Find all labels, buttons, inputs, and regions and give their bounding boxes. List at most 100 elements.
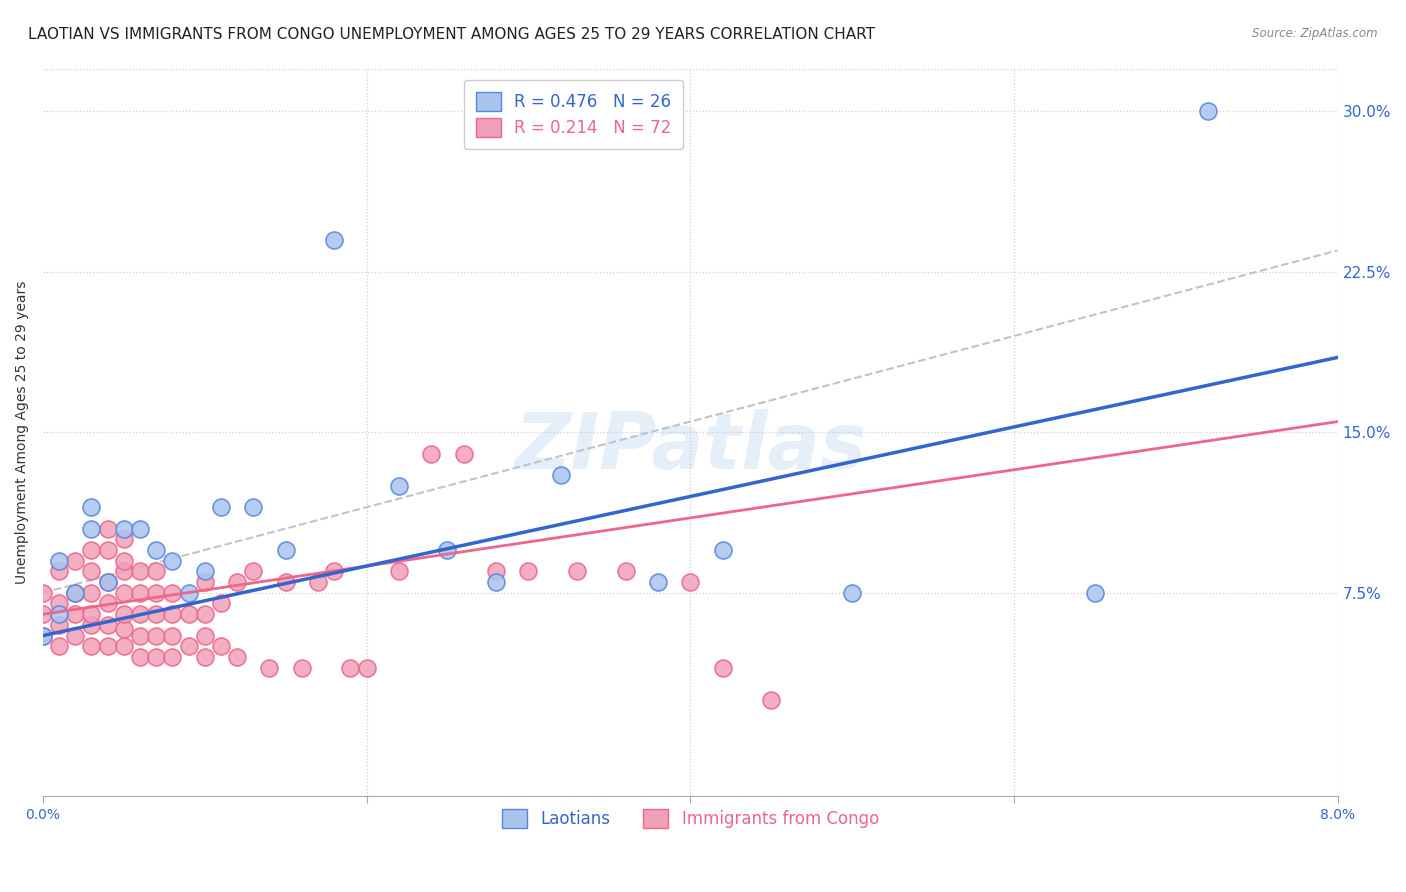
Text: LAOTIAN VS IMMIGRANTS FROM CONGO UNEMPLOYMENT AMONG AGES 25 TO 29 YEARS CORRELAT: LAOTIAN VS IMMIGRANTS FROM CONGO UNEMPLO… xyxy=(28,27,875,42)
Point xyxy=(711,661,734,675)
Point xyxy=(97,543,120,558)
Point xyxy=(679,575,702,590)
Point xyxy=(647,575,669,590)
Point xyxy=(242,500,264,515)
Point xyxy=(112,565,135,579)
Point xyxy=(356,661,378,675)
Point xyxy=(112,640,135,654)
Point xyxy=(129,522,152,536)
Point xyxy=(177,586,200,600)
Point xyxy=(194,629,217,643)
Point xyxy=(226,650,249,665)
Point xyxy=(129,586,152,600)
Text: ZIPatlas: ZIPatlas xyxy=(515,409,866,485)
Point xyxy=(65,586,87,600)
Point xyxy=(194,565,217,579)
Point xyxy=(274,543,297,558)
Point xyxy=(145,650,167,665)
Point xyxy=(97,575,120,590)
Point xyxy=(711,543,734,558)
Point xyxy=(162,554,184,568)
Point xyxy=(323,233,346,247)
Point xyxy=(32,629,55,643)
Point xyxy=(65,554,87,568)
Point xyxy=(517,565,540,579)
Point xyxy=(129,565,152,579)
Point xyxy=(48,597,70,611)
Point xyxy=(48,565,70,579)
Point xyxy=(550,468,572,483)
Point xyxy=(291,661,314,675)
Point xyxy=(162,650,184,665)
Point xyxy=(48,607,70,622)
Point xyxy=(145,607,167,622)
Point xyxy=(80,607,103,622)
Point xyxy=(242,565,264,579)
Point xyxy=(453,447,475,461)
Text: Source: ZipAtlas.com: Source: ZipAtlas.com xyxy=(1253,27,1378,40)
Point xyxy=(145,565,167,579)
Point xyxy=(485,565,508,579)
Point xyxy=(48,618,70,632)
Point xyxy=(65,586,87,600)
Point xyxy=(129,650,152,665)
Point xyxy=(436,543,458,558)
Point xyxy=(759,693,782,707)
Point xyxy=(194,575,217,590)
Point xyxy=(32,629,55,643)
Point xyxy=(485,575,508,590)
Point xyxy=(97,522,120,536)
Point xyxy=(145,586,167,600)
Point xyxy=(32,586,55,600)
Point xyxy=(129,629,152,643)
Point xyxy=(614,565,637,579)
Point xyxy=(48,640,70,654)
Point xyxy=(65,629,87,643)
Point xyxy=(80,618,103,632)
Point xyxy=(112,554,135,568)
Point xyxy=(65,607,87,622)
Point xyxy=(307,575,329,590)
Point xyxy=(194,607,217,622)
Point xyxy=(209,500,232,515)
Point xyxy=(209,597,232,611)
Point xyxy=(323,565,346,579)
Point xyxy=(80,586,103,600)
Legend: Laotians, Immigrants from Congo: Laotians, Immigrants from Congo xyxy=(495,803,886,835)
Point xyxy=(162,629,184,643)
Point xyxy=(48,554,70,568)
Point xyxy=(145,629,167,643)
Point xyxy=(112,522,135,536)
Point xyxy=(339,661,361,675)
Point xyxy=(274,575,297,590)
Point xyxy=(388,479,411,493)
Point xyxy=(112,586,135,600)
Y-axis label: Unemployment Among Ages 25 to 29 years: Unemployment Among Ages 25 to 29 years xyxy=(15,281,30,584)
Point xyxy=(162,607,184,622)
Point xyxy=(420,447,443,461)
Point xyxy=(565,565,588,579)
Point xyxy=(841,586,863,600)
Point xyxy=(80,565,103,579)
Point xyxy=(1197,104,1219,119)
Point xyxy=(209,640,232,654)
Point xyxy=(80,543,103,558)
Point xyxy=(97,597,120,611)
Point xyxy=(226,575,249,590)
Point xyxy=(32,607,55,622)
Point xyxy=(80,522,103,536)
Point xyxy=(259,661,281,675)
Point xyxy=(162,586,184,600)
Point xyxy=(97,618,120,632)
Point xyxy=(112,533,135,547)
Point xyxy=(388,565,411,579)
Point xyxy=(129,607,152,622)
Point xyxy=(194,650,217,665)
Point xyxy=(80,640,103,654)
Point xyxy=(97,575,120,590)
Point xyxy=(97,640,120,654)
Point xyxy=(145,543,167,558)
Point xyxy=(1084,586,1107,600)
Point xyxy=(177,607,200,622)
Point xyxy=(80,500,103,515)
